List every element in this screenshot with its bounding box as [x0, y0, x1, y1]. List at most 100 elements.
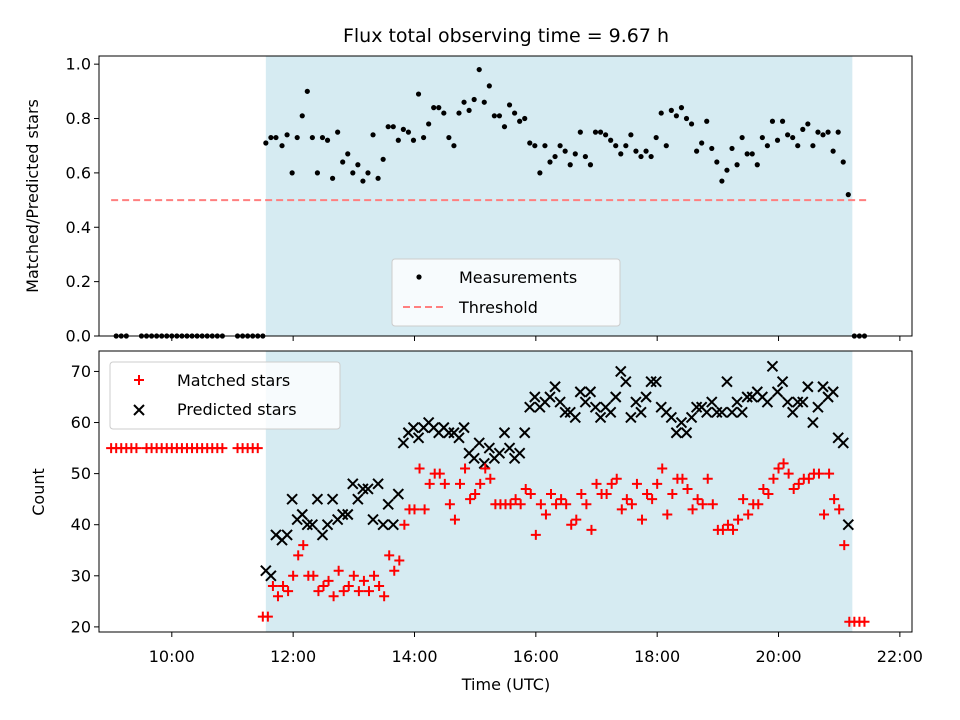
predicted-star-point — [786, 406, 799, 419]
observing-window-shade-bottom — [265, 351, 853, 632]
y-axis-label-top: Matched/Predicted stars — [23, 99, 42, 293]
matched-star-point — [758, 483, 769, 494]
ratio-point — [466, 107, 472, 113]
matched-star-point — [642, 489, 653, 500]
matched-star-point — [621, 494, 632, 505]
predicted-star-point — [685, 411, 698, 424]
matched-star-point — [424, 478, 435, 489]
ratio-point — [400, 126, 406, 132]
predicted-star-point — [842, 519, 855, 531]
ratio-point — [451, 143, 457, 149]
legend-plus-glyph — [134, 375, 144, 385]
matched-star-point — [788, 483, 799, 494]
matched-star-point — [313, 586, 324, 597]
matched-star-point — [535, 499, 546, 510]
predicted-star-point — [690, 401, 703, 413]
legend-predicted-marker — [133, 404, 145, 416]
matched-star-point — [449, 514, 460, 525]
y-tick-label: 0.4 — [66, 218, 91, 237]
ratio-point — [724, 167, 730, 173]
matched-star-point — [728, 524, 739, 535]
top-panel-x-ticks — [171, 336, 901, 341]
ratio-point — [643, 148, 649, 154]
matched-star-point — [338, 586, 349, 597]
matched-star-point — [510, 494, 521, 505]
ratio-point — [653, 134, 659, 141]
matched-star-point — [616, 504, 627, 515]
matched-star-point — [783, 468, 794, 479]
matched-star-point — [323, 575, 334, 586]
predicted-star-point — [519, 427, 531, 439]
predicted-star-point — [610, 391, 622, 403]
predicted-star-point — [680, 427, 693, 439]
ratio-point — [759, 134, 765, 141]
predicted-star-point — [721, 375, 733, 388]
matched-star-point — [505, 499, 516, 510]
ratio-point — [623, 143, 629, 149]
predicted-star-point — [645, 375, 657, 388]
predicted-star-point — [726, 406, 738, 419]
matched-star-point — [717, 524, 728, 535]
ratio-point — [795, 143, 801, 149]
top-panel: 0.0 0.2 0.4 0.6 0.8 1.0 Matched/Predicted sta… — [23, 55, 913, 346]
predicted-star-point — [352, 493, 364, 505]
ratio-point — [335, 129, 341, 135]
legend-matched-marker — [134, 375, 144, 385]
ratio-point — [714, 159, 720, 165]
predicted-star-point — [574, 386, 587, 398]
predicted-star-point — [802, 381, 814, 393]
matched-star-point — [586, 524, 597, 535]
matched-star-point — [363, 586, 374, 597]
matched-stars-points — [106, 443, 870, 627]
ratio-point — [446, 134, 452, 141]
matched-star-point — [829, 494, 840, 505]
ratio-point — [678, 105, 685, 111]
ratio-point — [355, 162, 361, 168]
ratio-point — [273, 134, 279, 141]
predicted-star-point — [387, 519, 399, 531]
matched-star-point — [546, 489, 557, 500]
predicted-star-point — [301, 519, 314, 531]
predicted-star-point — [382, 498, 394, 510]
matched-star-point — [530, 529, 541, 540]
predicted-star-point — [781, 396, 794, 408]
ratio-point — [380, 156, 386, 162]
predicted-star-point — [604, 406, 617, 419]
ratio-point — [294, 134, 300, 141]
ratio-point — [694, 148, 700, 154]
ratio-point — [263, 140, 269, 146]
bottom-panel-frame — [98, 350, 913, 633]
predicted-star-point — [559, 406, 571, 419]
legend-matched-label: Matched stars — [177, 371, 290, 390]
matched-star-point — [394, 555, 405, 566]
matched-star-point — [262, 611, 273, 622]
matched-star-point — [738, 494, 749, 505]
matched-star-point — [540, 509, 551, 520]
ratio-point — [633, 148, 639, 154]
ratio-point — [820, 132, 826, 138]
predicted-star-point — [761, 396, 774, 408]
legend-bottom-box — [109, 361, 341, 430]
predicted-star-point — [837, 437, 849, 449]
matched-star-point — [778, 458, 789, 469]
predicted-star-point — [362, 483, 374, 495]
predicted-star-point — [797, 396, 809, 408]
ratio-point — [709, 145, 715, 152]
predicted-star-point — [569, 411, 581, 424]
predicted-star-point — [372, 478, 384, 490]
ratio-point — [365, 170, 371, 176]
predicted-star-point — [716, 406, 728, 419]
ratio-point — [749, 151, 755, 157]
predicted-star-point — [711, 406, 723, 419]
matched-star-point — [819, 509, 830, 520]
ratio-point — [587, 162, 594, 168]
matched-star-point — [551, 499, 562, 510]
ratio-point — [785, 132, 791, 138]
matched-star-point — [677, 473, 688, 484]
predicted-star-point — [706, 396, 718, 408]
y-tick-label: 0.0 — [66, 327, 91, 346]
matched-star-point — [793, 478, 804, 489]
ratio-point — [517, 118, 523, 124]
legend-bottom: Matched stars Predicted stars — [109, 361, 341, 430]
ratio-point — [557, 143, 563, 149]
